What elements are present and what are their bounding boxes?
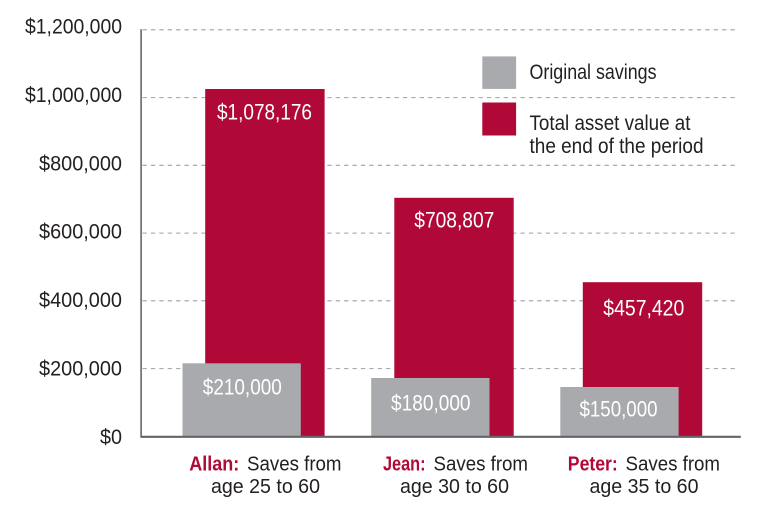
svg-text:$0: $0 [100, 425, 122, 449]
svg-text:age 25 to 60: age 25 to 60 [211, 475, 320, 498]
svg-text:Saves from: Saves from [626, 453, 721, 476]
svg-text:age 30 to 60: age 30 to 60 [400, 475, 509, 498]
svg-text:$150,000: $150,000 [580, 397, 658, 422]
svg-text:Jean:: Jean: [383, 453, 426, 476]
svg-text:Total asset value at: Total asset value at [530, 112, 691, 135]
svg-text:$1,200,000: $1,200,000 [25, 14, 122, 38]
svg-text:$400,000: $400,000 [39, 288, 122, 312]
svg-text:Original savings: Original savings [530, 61, 657, 84]
svg-text:Saves from: Saves from [434, 453, 529, 476]
svg-text:$457,420: $457,420 [603, 295, 684, 320]
svg-text:Peter:: Peter: [568, 453, 618, 476]
svg-text:age 35 to 60: age 35 to 60 [590, 475, 699, 498]
svg-text:$180,000: $180,000 [391, 391, 471, 416]
svg-text:the end of the period: the end of the period [530, 135, 704, 158]
svg-text:$200,000: $200,000 [39, 357, 122, 381]
svg-text:$600,000: $600,000 [39, 220, 122, 244]
svg-text:Saves from: Saves from [247, 453, 342, 476]
svg-text:Allan:: Allan: [189, 453, 239, 476]
svg-text:$1,078,176: $1,078,176 [217, 100, 312, 125]
svg-text:$800,000: $800,000 [39, 151, 122, 175]
svg-text:$1,000,000: $1,000,000 [25, 83, 122, 107]
svg-text:$708,807: $708,807 [414, 207, 494, 232]
svg-text:$210,000: $210,000 [203, 374, 282, 399]
